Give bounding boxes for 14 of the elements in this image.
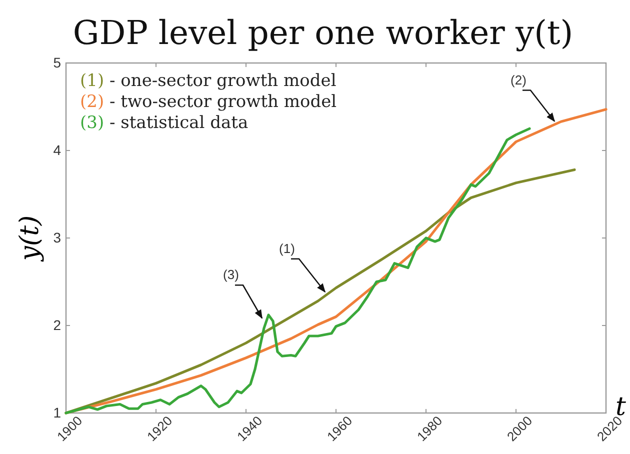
text: (3) - statistical data (80, 113, 248, 133)
annotation: (3) (223, 267, 239, 282)
chart-title: GDP level per one worker y(t) (72, 13, 574, 52)
annotation: (2) (510, 72, 526, 88)
y-tick-label: 4 (53, 142, 62, 158)
text: (2) - two-sector growth model (80, 92, 337, 112)
annotation: (1) (279, 240, 295, 256)
line-series (64, 168, 576, 414)
y-tick-label: 2 (53, 316, 62, 333)
text: (1) - one-sector growth model (80, 71, 336, 91)
y-tick-label: 5 (53, 54, 62, 70)
y-tick-label: 1 (53, 404, 62, 420)
y-tick-label: 3 (53, 229, 62, 246)
y-axis-title: y(t) (15, 215, 45, 262)
